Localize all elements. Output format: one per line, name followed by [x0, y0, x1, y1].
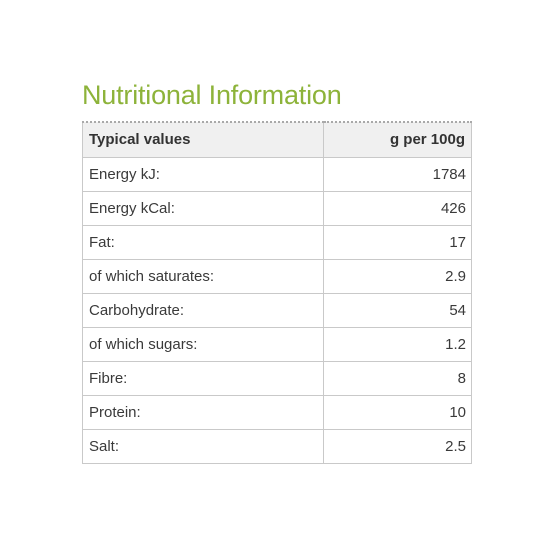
table-row: Fat: 17 — [82, 224, 472, 260]
row-label: Salt: — [82, 428, 324, 464]
table-row: Protein: 10 — [82, 394, 472, 430]
row-label: Energy kJ: — [82, 156, 324, 192]
column-header-typical-values: Typical values — [82, 121, 324, 158]
row-label: Fibre: — [82, 360, 324, 396]
row-value: 1.2 — [323, 326, 472, 362]
row-value: 1784 — [323, 156, 472, 192]
table-row: Salt: 2.5 — [82, 428, 472, 464]
row-label: Energy kCal: — [82, 190, 324, 226]
row-value: 54 — [323, 292, 472, 328]
nutrition-table: Typical values g per 100g Energy kJ: 178… — [82, 121, 472, 464]
page-title: Nutritional Information — [82, 80, 342, 110]
row-value: 17 — [323, 224, 472, 260]
table-header-row: Typical values g per 100g — [82, 121, 472, 158]
table-row: Carbohydrate: 54 — [82, 292, 472, 328]
table-row: of which sugars: 1.2 — [82, 326, 472, 362]
row-value: 2.9 — [323, 258, 472, 294]
table-row: Energy kCal: 426 — [82, 190, 472, 226]
table-row: of which saturates: 2.9 — [82, 258, 472, 294]
row-label: of which saturates: — [82, 258, 324, 294]
row-value: 8 — [323, 360, 472, 396]
row-label: Carbohydrate: — [82, 292, 324, 328]
row-value: 426 — [323, 190, 472, 226]
row-label: of which sugars: — [82, 326, 324, 362]
table-row: Energy kJ: 1784 — [82, 156, 472, 192]
table-row: Fibre: 8 — [82, 360, 472, 396]
row-label: Protein: — [82, 394, 324, 430]
row-value: 2.5 — [323, 428, 472, 464]
column-header-per-100g: g per 100g — [323, 121, 472, 158]
row-label: Fat: — [82, 224, 324, 260]
row-value: 10 — [323, 394, 472, 430]
